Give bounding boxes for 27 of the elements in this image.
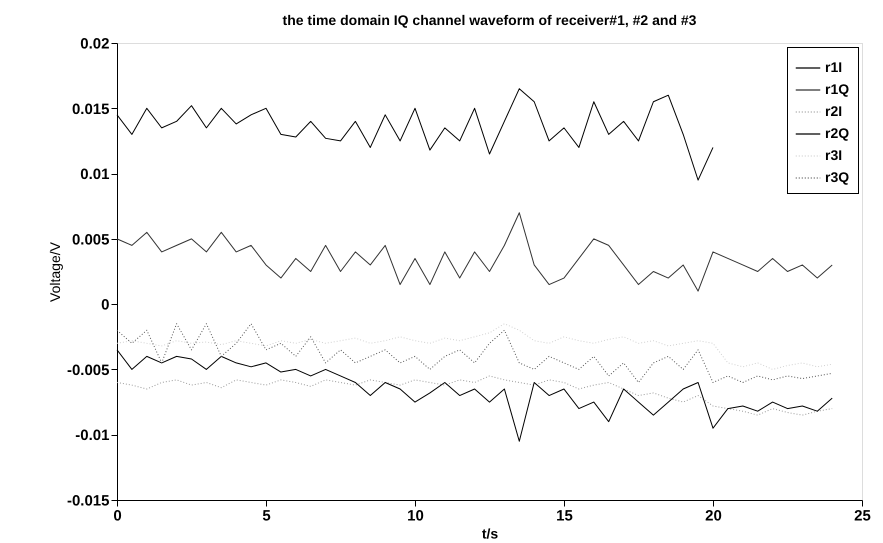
y-axis-title: Voltage/V (46, 241, 63, 302)
y-tick-label: 0.015 (72, 100, 110, 118)
x-tick-label: 15 (556, 508, 573, 524)
line-series (116, 212, 833, 292)
y-tick-label: -0.01 (75, 427, 110, 444)
line-series (116, 375, 833, 416)
y-tick-label: -0.005 (66, 362, 110, 379)
y-tick-label: 0.01 (80, 166, 110, 184)
y-tick-label: 0.005 (72, 231, 110, 248)
x-tick-label: 20 (705, 508, 722, 524)
legend-label: r2Q (825, 125, 850, 141)
legend-label: r3Q (825, 169, 850, 185)
x-tick-label: 25 (854, 508, 871, 524)
y-tick-label: 0 (101, 296, 110, 314)
legend-label: r1I (825, 59, 842, 75)
y-tick-label: 0.02 (80, 36, 110, 52)
line-series (116, 323, 833, 370)
legend-label: r2I (825, 103, 842, 119)
line-series (116, 323, 833, 383)
x-tick-label: 5 (262, 508, 271, 524)
x-tick-label: 0 (113, 508, 122, 524)
x-tick-label: 10 (407, 508, 424, 524)
chart-title: the time domain IQ channel waveform of receiver#1, #2 and #3 (282, 12, 697, 28)
x-axis-title: t/s (482, 526, 498, 542)
y-tick-label: -0.015 (66, 492, 110, 510)
legend-label: r1Q (825, 81, 850, 97)
legend-label: r3I (825, 147, 842, 163)
